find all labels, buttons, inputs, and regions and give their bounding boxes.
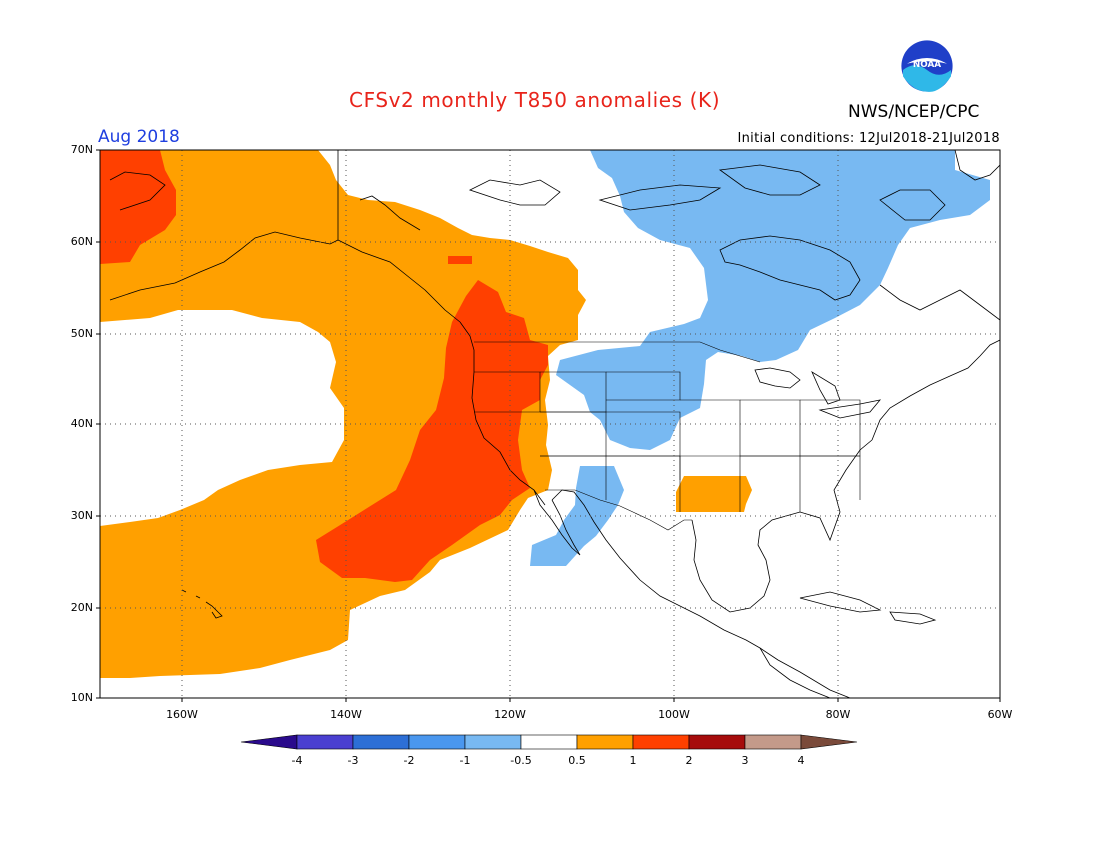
lat-lon-gridlines bbox=[100, 150, 1000, 698]
neutral-region-pacific bbox=[100, 310, 344, 526]
lon-label-160w: 160W bbox=[166, 708, 198, 721]
lat-label-10n: 10N bbox=[70, 691, 93, 704]
colorbar-arrow-right bbox=[800, 734, 858, 750]
lat-label-40n: 40N bbox=[70, 417, 93, 430]
forecast-period: Aug 2018 bbox=[98, 127, 180, 147]
lat-label-50n: 50N bbox=[70, 327, 93, 340]
lon-label-120w: 120W bbox=[494, 708, 526, 721]
colorbar-swatch bbox=[744, 734, 802, 750]
colorbar-swatch bbox=[632, 734, 690, 750]
lon-label-100w: 100W bbox=[658, 708, 690, 721]
lat-label-70n: 70N bbox=[70, 143, 93, 156]
cool-anomaly-region-mexico bbox=[530, 466, 624, 566]
colorbar-swatch bbox=[296, 734, 354, 750]
political-borders bbox=[474, 341, 861, 531]
colorbar-label-2: 2 bbox=[685, 754, 693, 767]
axis-ticks bbox=[96, 149, 1001, 702]
lat-label-30n: 30N bbox=[70, 509, 93, 522]
colorbar-swatch bbox=[688, 734, 746, 750]
colorbar-label-0.5: 0.5 bbox=[568, 754, 586, 767]
initial-conditions: Initial conditions: 12Jul2018-21Jul2018 bbox=[737, 131, 1000, 146]
colorbar-label-neg3: -3 bbox=[347, 754, 359, 767]
lon-label-60w: 60W bbox=[987, 708, 1013, 721]
logo-text: NOAA bbox=[913, 60, 941, 70]
colorbar-label-neg4: -4 bbox=[291, 754, 303, 767]
agency-label: NWS/NCEP/CPC bbox=[848, 102, 980, 122]
colorbar-arrow-left bbox=[240, 734, 298, 750]
colorbar-swatch bbox=[464, 734, 522, 750]
colorbar-label-3: 3 bbox=[741, 754, 749, 767]
colorbar bbox=[240, 734, 858, 750]
noaa-logo: NOAA bbox=[901, 40, 953, 92]
strong-warm-region-west-coast bbox=[316, 280, 548, 582]
lon-label-140w: 140W bbox=[330, 708, 362, 721]
colorbar-label-1: 1 bbox=[629, 754, 637, 767]
colorbar-swatch bbox=[520, 734, 578, 750]
colorbar-swatch bbox=[408, 734, 466, 750]
colorbar-swatch bbox=[352, 734, 410, 750]
colorbar-label-neg1: -1 bbox=[459, 754, 471, 767]
lat-label-20n: 20N bbox=[70, 601, 93, 614]
colorbar-label-neg2: -2 bbox=[403, 754, 415, 767]
strong-warm-spot bbox=[448, 256, 472, 264]
warm-anomaly-region-texas bbox=[676, 476, 752, 512]
map-title: CFSv2 monthly T850 anomalies (K) bbox=[349, 88, 721, 112]
colorbar-label-4: 4 bbox=[797, 754, 805, 767]
lon-label-80w: 80W bbox=[825, 708, 851, 721]
cool-anomaly-region-canada bbox=[556, 150, 990, 450]
coastlines bbox=[109, 150, 1000, 698]
colorbar-label-neg0.5: -0.5 bbox=[510, 754, 532, 767]
lat-label-60n: 60N bbox=[70, 235, 93, 248]
strong-warm-region-siberia bbox=[100, 150, 176, 264]
colorbar-swatch bbox=[576, 734, 634, 750]
